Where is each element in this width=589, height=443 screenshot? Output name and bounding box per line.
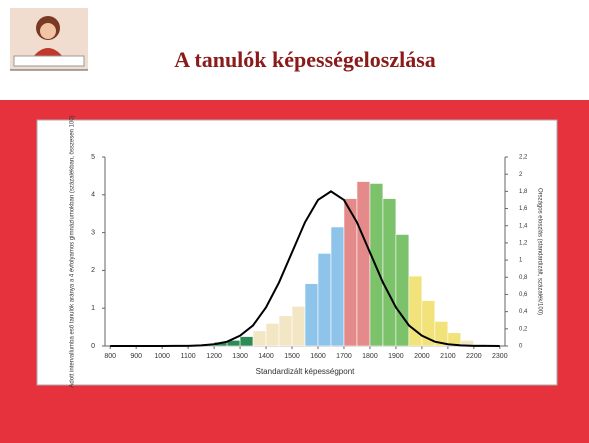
x-tick-label: 1400	[258, 353, 274, 360]
x-tick-label: 800	[104, 353, 116, 360]
bar	[317, 253, 332, 347]
y2-tick-label: 0,8	[519, 275, 528, 281]
x-tick-label: 1600	[310, 353, 326, 360]
y-axis-label: Adott intervallumba eső tanulók aránya a…	[70, 115, 76, 387]
x-tick-label: 1100	[181, 353, 196, 360]
header-band	[0, 0, 589, 100]
x-tick-label: 2000	[414, 353, 430, 360]
y2-tick-label: 0	[519, 344, 523, 350]
bar	[239, 336, 254, 347]
y2-tick-label: 1	[519, 258, 523, 264]
bar	[265, 323, 280, 347]
x-tick-label: 1000	[154, 353, 170, 360]
bar	[447, 332, 462, 347]
x-tick-label: 1200	[206, 353, 222, 360]
y-tick-label: 0	[91, 343, 95, 350]
x-tick-label: 2300	[492, 353, 508, 360]
x-tick-label: 1300	[232, 353, 248, 360]
y-tick-label: 5	[91, 154, 95, 161]
bar	[395, 234, 410, 347]
x-tick-label: 1900	[388, 353, 404, 360]
y-tick-label: 2	[91, 267, 95, 274]
x-tick-label: 2200	[466, 353, 482, 360]
y2-tick-label: 1,8	[519, 189, 528, 195]
y2-tick-label: 2,2	[519, 155, 528, 161]
photo	[10, 8, 88, 71]
y2-axis-label: Országos eloszlás (standardizált, százal…	[536, 188, 542, 315]
x-tick-label: 1800	[362, 353, 378, 360]
slide-title: A tanulók képességeloszlása	[174, 47, 436, 72]
bar	[408, 275, 423, 347]
x-tick-label: 1500	[284, 353, 300, 360]
y2-tick-label: 1,2	[519, 240, 528, 246]
y2-tick-label: 1,6	[519, 206, 528, 212]
y-tick-label: 3	[91, 229, 95, 236]
bar	[330, 226, 345, 347]
y-tick-label: 1	[91, 305, 95, 312]
x-axis-label: Standardizált képességpont	[256, 367, 356, 376]
bar	[291, 306, 306, 347]
y2-tick-label: 1,4	[519, 223, 528, 229]
y2-tick-label: 0,4	[519, 309, 528, 315]
y2-tick-label: 0,2	[519, 326, 528, 332]
curve	[110, 190, 500, 347]
y2-tick-label: 0,6	[519, 292, 528, 298]
bar	[252, 330, 267, 347]
bar	[356, 181, 371, 347]
x-tick-label: 1700	[336, 353, 352, 360]
bar	[304, 283, 319, 347]
y-tick-label: 4	[91, 192, 95, 199]
bar	[382, 198, 397, 347]
bar	[278, 315, 293, 347]
y2-tick-label: 2	[519, 172, 523, 178]
x-tick-label: 2100	[440, 353, 456, 360]
x-tick-label: 900	[130, 353, 142, 360]
bar	[369, 183, 384, 347]
